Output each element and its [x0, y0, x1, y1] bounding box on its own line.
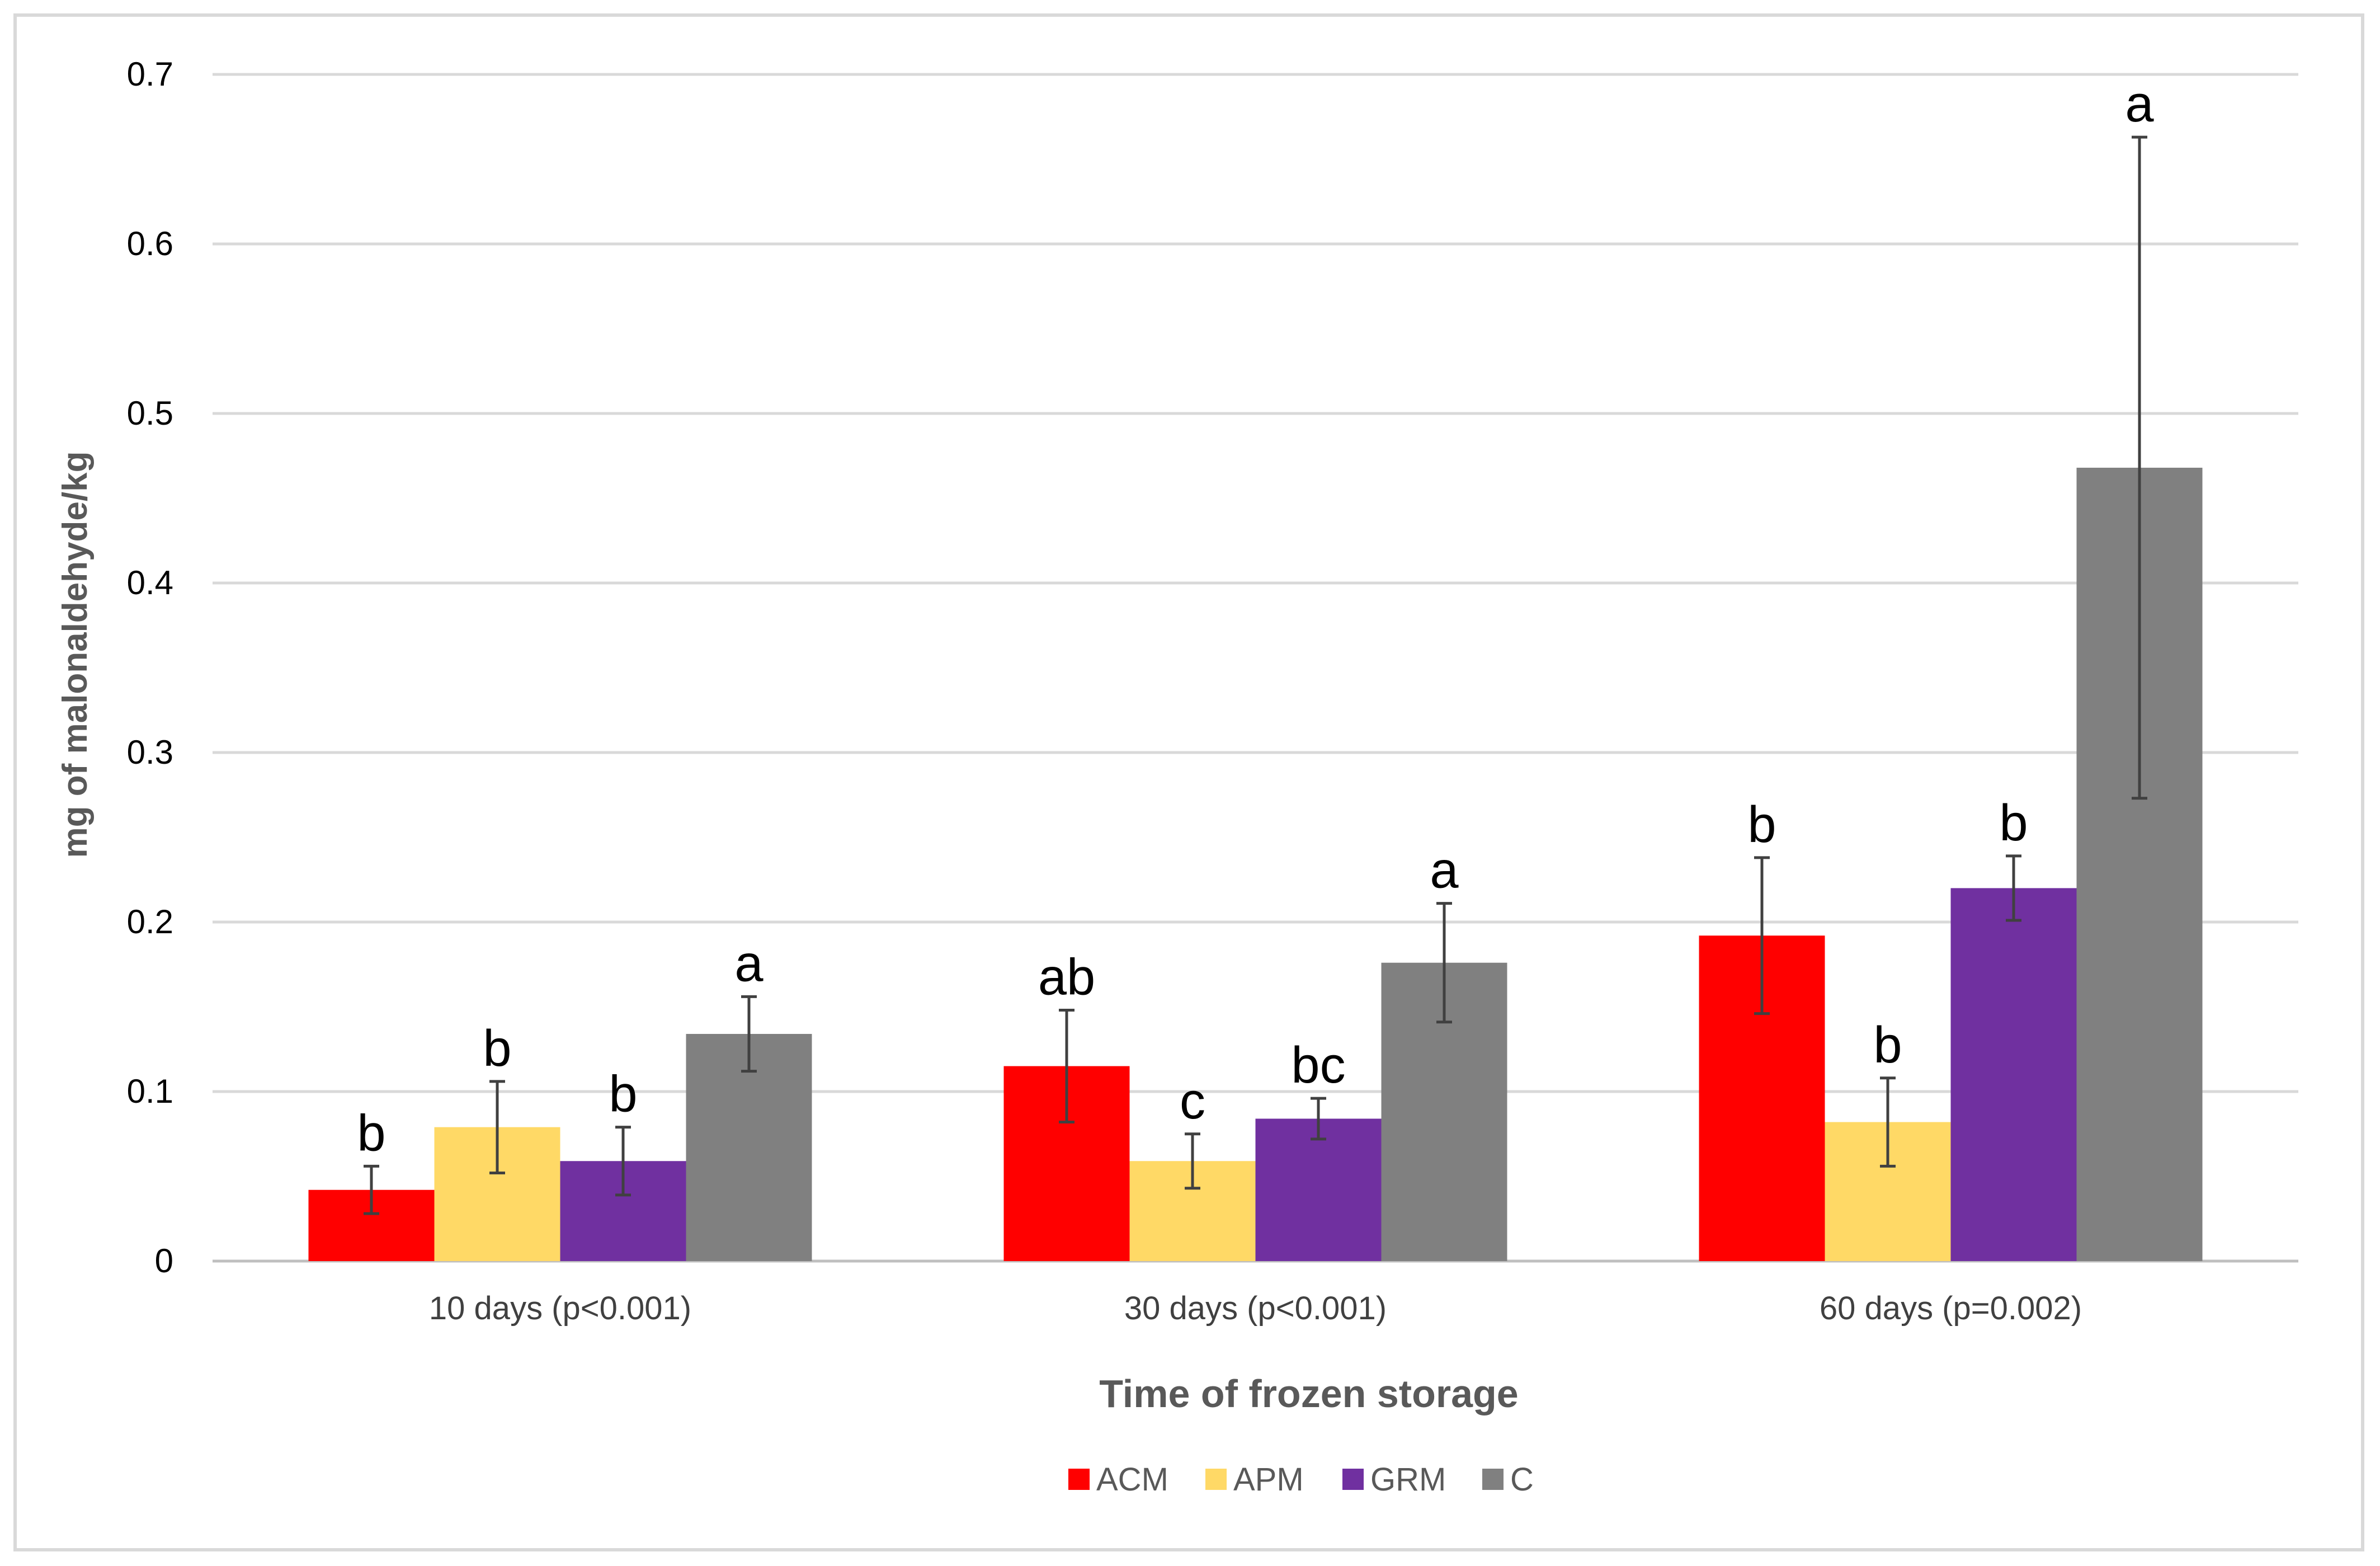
y-tick-label: 0.7: [127, 55, 173, 93]
significance-letter: b: [1873, 1017, 1902, 1074]
legend-swatch-apm: [1205, 1469, 1227, 1490]
significance-letter: b: [1999, 794, 2028, 852]
significance-letter: a: [1430, 842, 1459, 899]
legend-swatch-acm: [1068, 1469, 1090, 1490]
significance-letter: b: [357, 1104, 385, 1161]
y-tick-label: 0: [155, 1242, 173, 1280]
significance-letter: a: [734, 935, 764, 992]
y-tick-label: 0.4: [127, 564, 173, 601]
y-tick-label: 0.2: [127, 903, 173, 940]
chart-frame: [13, 13, 2364, 1551]
y-tick-label: 0.3: [127, 733, 173, 771]
legend-swatch-c: [1482, 1469, 1504, 1490]
x-tick-label: 60 days (p=0.002): [1820, 1290, 2082, 1327]
significance-letter: a: [2125, 76, 2154, 133]
legend: ACM APM GRM C: [1068, 1461, 1534, 1498]
y-tick-label: 0.6: [127, 225, 173, 262]
significance-letter: b: [1747, 796, 1776, 853]
bar-grm: [1950, 888, 2077, 1261]
legend-label-grm: GRM: [1370, 1461, 1446, 1498]
legend-swatch-grm: [1342, 1469, 1364, 1490]
legend-label-acm: ACM: [1096, 1461, 1168, 1498]
x-tick-label: 10 days (p<0.001): [429, 1290, 691, 1327]
significance-letter: b: [609, 1066, 637, 1123]
y-axis-label: mg of malonaldehyde/kg: [56, 452, 95, 858]
significance-letter: bc: [1291, 1037, 1345, 1094]
bar-grm: [1255, 1118, 1382, 1261]
significance-letter: c: [1180, 1073, 1205, 1130]
y-tick-label: 0.5: [127, 394, 173, 432]
legend-label-apm: APM: [1233, 1461, 1304, 1498]
y-tick-label: 0.1: [127, 1073, 173, 1110]
significance-letter: ab: [1038, 949, 1095, 1006]
significance-letter: b: [483, 1020, 511, 1077]
legend-label-c: C: [1510, 1461, 1534, 1498]
x-axis-label: Time of frozen storage: [1099, 1372, 1518, 1415]
x-tick-label: 30 days (p<0.001): [1124, 1290, 1387, 1327]
